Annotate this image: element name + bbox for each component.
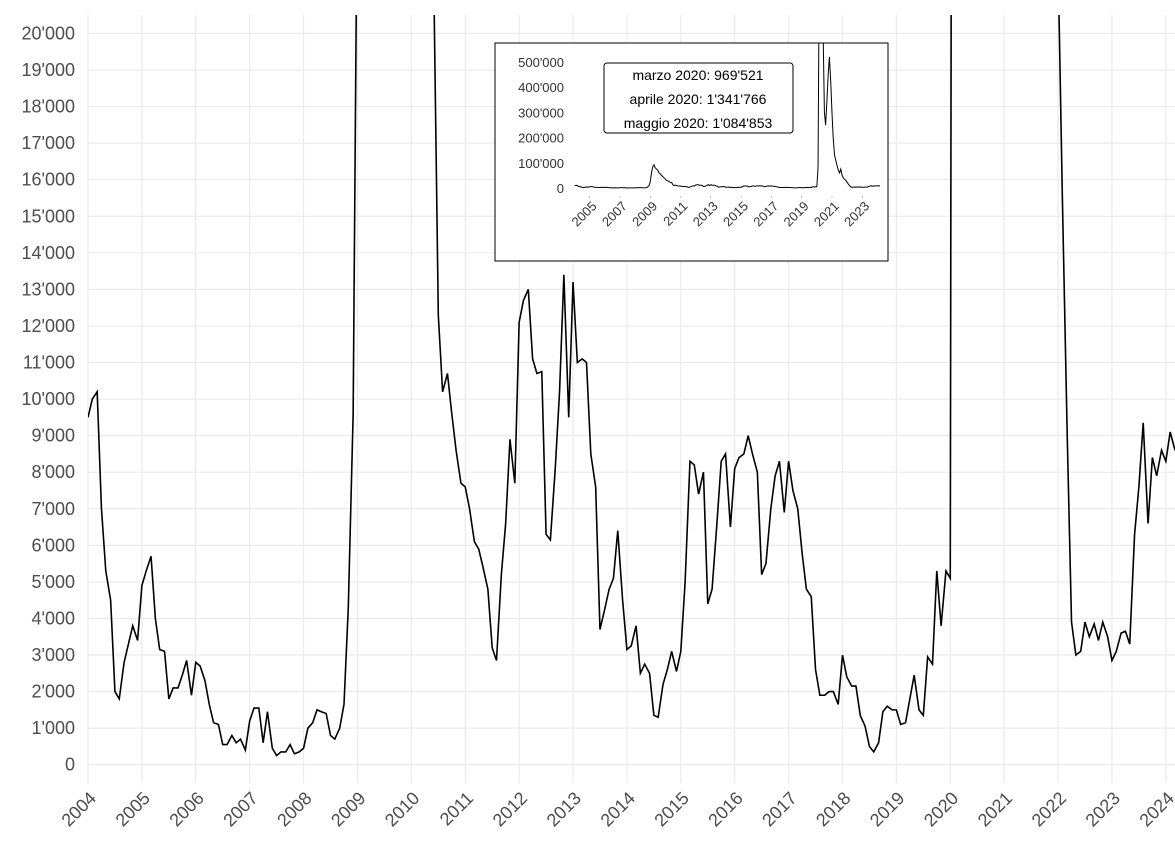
y-tick-label: 9'000 xyxy=(32,426,75,446)
annotation: maggio 2020: 1'084'853 xyxy=(624,115,773,131)
x-tick-label: 2007 xyxy=(219,788,261,830)
x-tick-label: 2022 xyxy=(1028,788,1070,830)
y-tick-label: 12'000 xyxy=(22,316,76,336)
y-tick-label: 8'000 xyxy=(32,462,75,482)
y-tick-label: 11'000 xyxy=(23,353,75,373)
x-tick-label: 2004 xyxy=(58,788,100,830)
y-tick-label: 3'000 xyxy=(32,645,75,665)
x-tick-label: 2016 xyxy=(704,788,746,830)
y-tick-label: 14'000 xyxy=(22,243,76,263)
y-tick-label: 18'000 xyxy=(22,97,76,117)
data-line xyxy=(574,43,881,189)
x-tick-label: 2012 xyxy=(489,788,531,830)
x-tick-label: 2011 xyxy=(436,788,478,830)
y-tick-label: 2'000 xyxy=(32,682,75,702)
y-tick-label: 10'000 xyxy=(22,389,76,409)
x-tick-label: 2017 xyxy=(758,788,800,830)
x-tick-label: 2024 xyxy=(1135,788,1175,830)
y-tick-label: 0 xyxy=(557,181,564,196)
x-tick-label: 2009 xyxy=(327,788,369,830)
x-tick-label: 2023 xyxy=(1082,788,1124,830)
y-tick-label: 5'000 xyxy=(32,572,75,592)
x-tick-label: 2020 xyxy=(920,788,962,830)
y-tick-label: 19'000 xyxy=(22,60,76,80)
x-tick-label: 2006 xyxy=(165,788,207,830)
data-line xyxy=(88,15,1175,757)
annotation: aprile 2020: 1'341'766 xyxy=(630,91,767,107)
x-tick-label: 2018 xyxy=(812,788,854,830)
y-tick-label: 200'000 xyxy=(518,131,564,146)
inset-plot: 0100'000200'000300'000400'000500'0002005… xyxy=(494,42,889,262)
x-tick-label: 2019 xyxy=(866,788,908,830)
y-tick-label: 15'000 xyxy=(22,206,76,226)
y-tick-label: 6'000 xyxy=(32,535,75,555)
y-tick-label: 300'000 xyxy=(518,105,564,120)
x-tick-label: 2010 xyxy=(381,788,423,830)
y-tick-label: 7'000 xyxy=(32,499,75,519)
x-tick-label: 2015 xyxy=(650,788,692,830)
annotation: marzo 2020: 969'521 xyxy=(632,67,763,83)
x-tick-label: 2005 xyxy=(112,788,154,830)
y-tick-label: 500'000 xyxy=(518,55,564,70)
y-tick-label: 100'000 xyxy=(518,156,564,171)
y-tick-label: 0 xyxy=(65,755,75,775)
x-tick-label: 2014 xyxy=(597,788,639,830)
annotation-box xyxy=(603,62,794,134)
y-tick-label: 16'000 xyxy=(22,170,76,190)
y-tick-label: 20'000 xyxy=(22,23,76,43)
y-tick-label: 400'000 xyxy=(518,80,564,95)
y-tick-label: 4'000 xyxy=(32,608,75,628)
y-tick-label: 1'000 xyxy=(32,718,75,738)
y-tick-label: 17'000 xyxy=(22,133,76,153)
x-tick-label: 2008 xyxy=(273,788,315,830)
y-tick-label: 13'000 xyxy=(22,279,76,299)
x-tick-label: 2013 xyxy=(543,788,585,830)
x-tick-label: 2021 xyxy=(974,788,1016,830)
